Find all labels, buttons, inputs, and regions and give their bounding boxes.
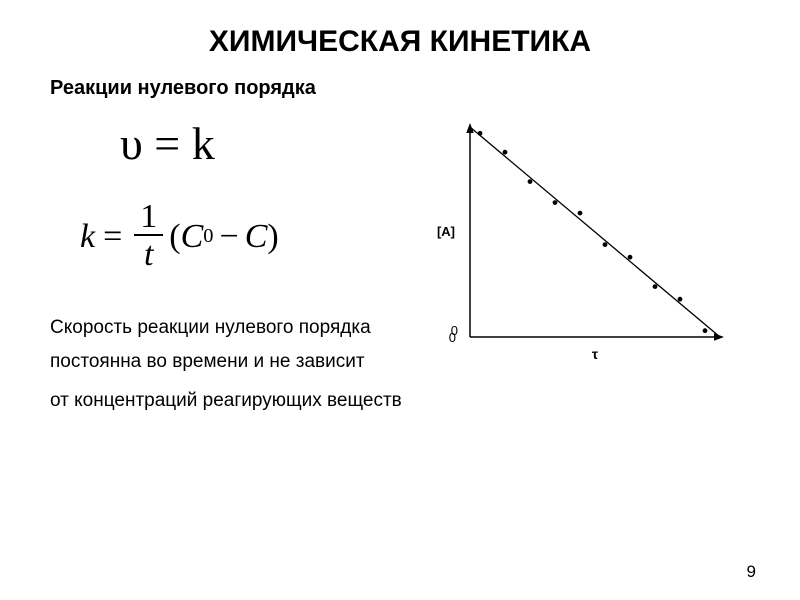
body-line-1: Скорость реакции нулевого порядка: [50, 313, 420, 342]
right-column: 0[A]0τ: [420, 112, 760, 372]
page-number: 9: [747, 562, 756, 582]
equation-k: k = 1 t ( C0 − C ): [50, 200, 420, 273]
zero-order-chart: 0[A]0τ: [420, 112, 740, 372]
eq2-den: t: [138, 236, 159, 273]
slide-title: ХИМИЧЕСКАЯ КИНЕТИКА: [40, 25, 760, 59]
svg-text:τ: τ: [592, 346, 599, 362]
chart-svg: 0[A]0τ: [420, 112, 740, 372]
eq2-c0: C: [181, 218, 204, 255]
left-column: υ = k k = 1 t ( C0 − C ) Скорость реакци…: [40, 112, 420, 420]
svg-text:0: 0: [451, 323, 458, 338]
eq2-c: C: [245, 218, 268, 255]
body-line-3: от концентраций реагирующих веществ: [50, 386, 420, 415]
eq2-c0-sub: 0: [203, 225, 213, 248]
slide-subtitle: Реакции нулевого порядка: [40, 77, 760, 100]
content-row: υ = k k = 1 t ( C0 − C ) Скорость реакци…: [40, 112, 760, 420]
slide: ХИМИЧЕСКАЯ КИНЕТИКА Реакции нулевого пор…: [0, 0, 800, 600]
svg-text:[A]: [A]: [437, 224, 455, 239]
body-line-2: постоянна во времени и не зависит: [50, 347, 420, 376]
eq2-fraction: 1 t: [134, 200, 163, 273]
body-text: Скорость реакции нулевого порядка постоя…: [50, 313, 420, 415]
eq2-lhs: k: [80, 218, 95, 255]
equation-rate: υ = k: [50, 117, 420, 170]
eq2-num: 1: [134, 200, 163, 236]
